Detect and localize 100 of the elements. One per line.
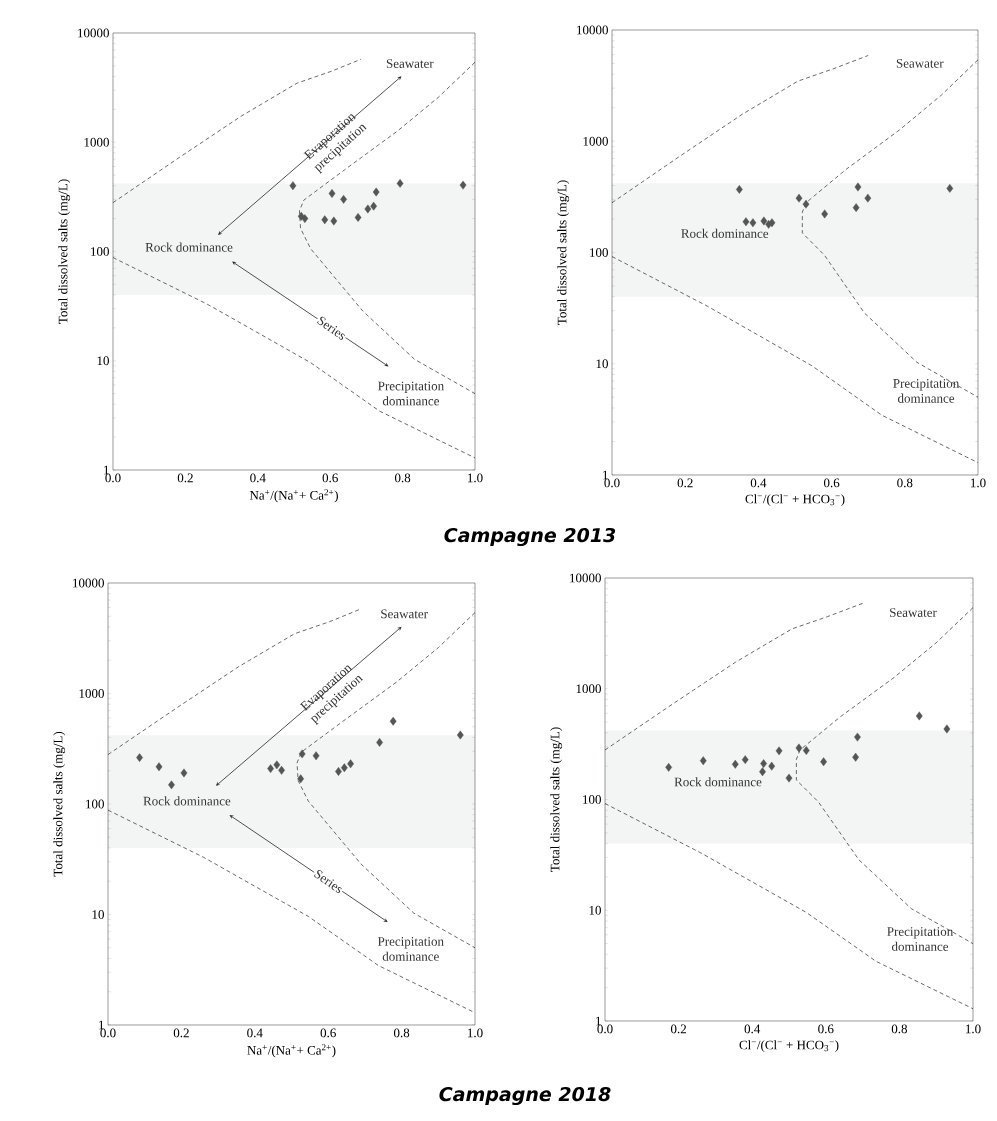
y-tick-label: 10 (97, 356, 109, 366)
y-tick-label: 10000 (570, 573, 601, 583)
point (330, 216, 338, 226)
point (456, 730, 464, 740)
point (852, 203, 860, 213)
point (298, 749, 306, 759)
point (943, 724, 951, 734)
y-tick-label: 1000 (576, 684, 601, 694)
annotation: Rock dominance (145, 242, 233, 252)
annotation: Rock dominance (674, 777, 762, 787)
point (155, 762, 163, 772)
line-series (604, 803, 974, 1010)
point (731, 759, 739, 769)
point (168, 780, 175, 790)
point (699, 756, 707, 766)
line-series (611, 256, 979, 464)
x-tick-label: 0.2 (177, 473, 193, 483)
annotation: Precipitation dominance (893, 379, 960, 403)
point (301, 214, 309, 223)
point (741, 755, 749, 765)
line-series (604, 602, 864, 751)
x-tick-label: 0.0 (597, 1024, 613, 1034)
x-axis-title: Cl$^{−}$/(Cl$^{−}$ + HCO$_{3}$$^{−}$) (739, 1040, 839, 1052)
x-tick-label: 0.8 (897, 478, 913, 488)
x-tick-label: 0.2 (677, 478, 693, 488)
annotation: Precipitation dominance (887, 927, 954, 951)
point (864, 193, 872, 203)
point (775, 746, 783, 756)
annotation: Rock dominance (681, 228, 769, 238)
point (376, 738, 383, 747)
annotation: Seawater (381, 609, 428, 619)
y-tick-label: 10000 (78, 28, 109, 38)
y-tick-label: 1000 (583, 136, 608, 146)
x-tick-label: 0.4 (247, 1028, 263, 1038)
x-axis-title: Na$^{+}$/(Na$^{+}$+ Ca$^{2+}$) (249, 489, 338, 503)
x-tick-label: 0.6 (322, 473, 338, 483)
line-series (107, 809, 476, 1014)
x-axis-title: Cl$^{−}$/(Cl$^{−}$ + HCO$_{3}$$^{−}$) (745, 494, 845, 506)
point (312, 751, 320, 761)
annotation: Rock dominance (143, 796, 231, 806)
x-tick-label: 1.0 (971, 478, 986, 488)
point (785, 773, 793, 783)
y-tick-label: 1 (104, 465, 109, 475)
x-tick-label: 0.4 (750, 478, 767, 488)
y-tick-label: 100 (91, 247, 109, 256)
point (354, 213, 362, 222)
point (768, 218, 776, 228)
point (854, 732, 861, 742)
x-tick-label: 0.0 (100, 1028, 116, 1038)
x-tick-label: 0.8 (394, 473, 411, 483)
point (736, 185, 743, 194)
y-tick-label: 10000 (577, 25, 608, 35)
y-tick-label: 10 (596, 359, 608, 369)
point (278, 765, 285, 775)
point (854, 182, 862, 192)
point (768, 761, 776, 771)
point (341, 763, 348, 773)
x-tick-label: 1.0 (468, 1028, 483, 1038)
y-tick-label: 100 (583, 795, 601, 804)
point (180, 768, 188, 778)
y-tick-label: 100 (590, 248, 608, 257)
point (364, 204, 372, 214)
point (459, 180, 467, 190)
x-axis-title: Na$^{+}$/(Na$^{+}$+ Ca$^{2+}$) (247, 1044, 336, 1058)
y-tick-label: 10 (589, 905, 601, 915)
text: Campagne 2018 (439, 1086, 611, 1106)
point (289, 181, 297, 191)
point (802, 746, 810, 755)
point (749, 218, 757, 228)
y-axis-title: Total dissolved salts (mg/L) (58, 179, 71, 324)
x-tick-label: 0.0 (604, 478, 620, 488)
point (321, 215, 329, 225)
annotation: Seawater (896, 58, 944, 68)
x-tick-label: 0.8 (891, 1024, 908, 1034)
line-series (112, 257, 476, 459)
annotation: Precipitation dominance (377, 937, 444, 961)
y-tick-label: 10 (92, 910, 104, 919)
x-tick-label: 0.6 (320, 1028, 336, 1038)
point (665, 762, 673, 772)
point (802, 199, 810, 209)
point (136, 753, 143, 762)
point (347, 759, 354, 769)
point (820, 757, 827, 767)
x-tick-label: 1.0 (966, 1024, 981, 1034)
x-tick-label: 0.8 (393, 1028, 410, 1038)
y-tick-label: 1 (99, 1020, 104, 1030)
x-tick-label: 0.2 (670, 1024, 687, 1034)
point (273, 760, 281, 770)
annotation: Seawater (890, 608, 937, 617)
point (396, 179, 404, 188)
point (915, 711, 923, 721)
point (759, 767, 766, 777)
y-tick-label: 1000 (84, 137, 109, 147)
y-tick-label: 1 (603, 470, 608, 480)
y-tick-label: 100 (86, 799, 104, 809)
x-tick-label: 0.6 (818, 1024, 834, 1034)
point (267, 764, 274, 774)
point (372, 187, 380, 197)
point (340, 194, 347, 204)
point (795, 743, 803, 753)
